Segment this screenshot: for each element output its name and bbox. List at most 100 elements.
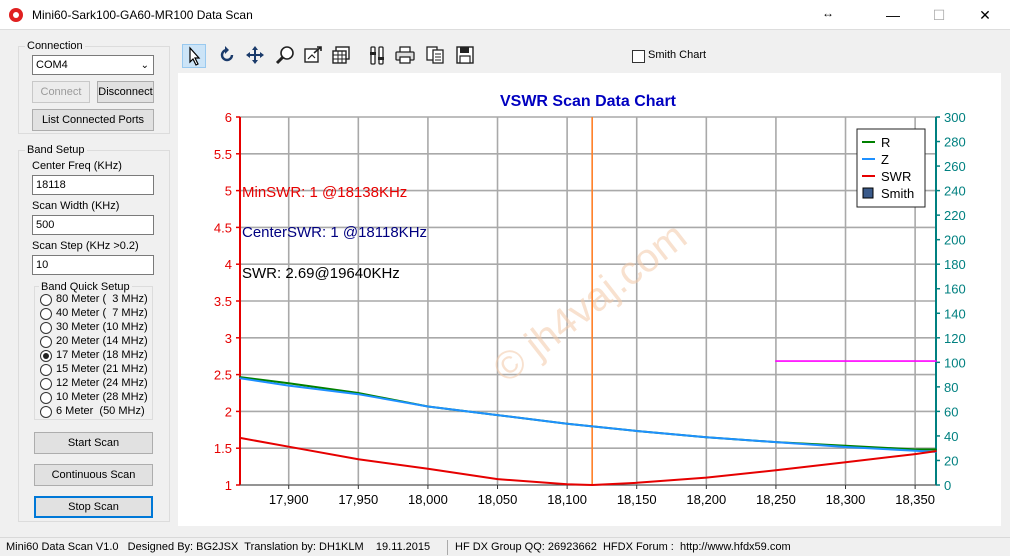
center-freq-label: Center Freq (KHz) (32, 160, 122, 172)
window-title: Mini60-Sark100-GA60-MR100 Data Scan (32, 8, 253, 22)
minimize-button[interactable]: — (886, 7, 900, 23)
x-tick-label: 18,250 (756, 492, 796, 507)
stop-scan-button[interactable]: Stop Scan (34, 496, 153, 518)
title-bar: Mini60-Sark100-GA60-MR100 Data Scan ↔ — … (0, 0, 1010, 30)
annotation-text: CenterSWR: 1 @18118KHz (242, 224, 427, 241)
status-forum: HF DX Group QQ: 26923662 HFDX Forum : ht… (455, 541, 791, 553)
data-point-z (239, 377, 241, 380)
scan-step-input[interactable]: 10 (32, 255, 154, 275)
copy-icon[interactable] (424, 44, 448, 68)
radio-dot[interactable] (40, 336, 52, 348)
save-image-icon[interactable] (302, 44, 326, 68)
print-icon[interactable] (394, 44, 418, 68)
x-tick-label: 18,300 (826, 492, 866, 507)
x-tick-label: 18,100 (547, 492, 587, 507)
radio-dot[interactable] (40, 406, 52, 418)
chart-toolbar: Smith Chart (178, 40, 1001, 72)
radio-dot[interactable] (40, 392, 52, 404)
y2-tick-label: 260 (944, 159, 966, 174)
band-quick-setup-group: Band Quick Setup (34, 281, 153, 420)
y2-tick-label: 100 (944, 355, 966, 370)
connect-button[interactable]: Connect (32, 81, 90, 103)
y-tick-label: 3.5 (214, 294, 232, 309)
continuous-scan-button[interactable]: Continuous Scan (34, 464, 153, 486)
y-tick-label: 2.5 (214, 368, 232, 383)
data-point-swr (591, 484, 593, 486)
data-table-icon[interactable] (330, 44, 354, 68)
data-point-z (566, 422, 568, 425)
data-point-z (914, 449, 916, 452)
status-bar: Mini60 Data Scan V1.0 Designed By: BG2JS… (0, 537, 1010, 556)
y2-tick-label: 160 (944, 282, 966, 297)
radio-dot[interactable] (40, 350, 52, 362)
maximize-button[interactable]: ☐ (932, 7, 946, 23)
reset-icon[interactable] (216, 44, 240, 68)
chart-title: VSWR Scan Data Chart (500, 93, 677, 110)
band-radio-label: 20 Meter (14 MHz) (56, 335, 148, 347)
radio-dot[interactable] (40, 378, 52, 390)
y2-tick-label: 240 (944, 184, 966, 199)
chevron-down-icon: ⌄ (140, 60, 149, 71)
x-tick-label: 17,900 (269, 492, 309, 507)
data-point-swr (775, 469, 777, 472)
data-point-swr (287, 445, 290, 448)
radio-dot[interactable] (40, 294, 52, 306)
radio-dot[interactable] (40, 322, 52, 334)
data-point-z (357, 393, 360, 396)
y2-tick-label: 20 (944, 453, 958, 468)
resize-icon[interactable]: ↔ (822, 6, 834, 20)
disconnect-button[interactable]: Disconnect (97, 81, 154, 103)
legend-entry: R (881, 135, 890, 150)
band-radio-label: 17 Meter (18 MHz) (56, 349, 148, 361)
data-point-z (775, 441, 777, 443)
data-point-swr (427, 468, 429, 470)
annotation-text: SWR: 2.69@19640KHz (242, 265, 400, 282)
save-icon[interactable] (454, 44, 478, 68)
series-line-z (239, 377, 937, 453)
list-ports-button[interactable]: List Connected Ports (32, 109, 154, 131)
data-point-r (935, 448, 937, 451)
y2-tick-label: 220 (944, 208, 966, 223)
y-tick-label: 1 (225, 478, 232, 493)
radio-dot[interactable] (40, 364, 52, 376)
y2-tick-label: 120 (944, 331, 966, 346)
band-quick-setup-label: Band Quick Setup (39, 281, 132, 293)
band-radio-label: 15 Meter (21 MHz) (56, 363, 148, 375)
close-button[interactable]: ✕ (979, 7, 991, 23)
data-point-swr (635, 481, 638, 484)
data-point-z (705, 436, 708, 438)
y2-tick-label: 180 (944, 257, 966, 272)
x-tick-label: 18,200 (686, 492, 726, 507)
data-point-z (496, 414, 499, 416)
scan-width-input[interactable]: 500 (32, 215, 154, 235)
legend-entry: Z (881, 152, 889, 167)
y2-tick-label: 60 (944, 404, 958, 419)
zoom-icon[interactable] (274, 44, 298, 68)
band-radio-label: 40 Meter ( 7 MHz) (56, 307, 148, 319)
radio-dot[interactable] (40, 308, 52, 320)
band-radio-label: 12 Meter (24 MHz) (56, 377, 148, 389)
data-point-swr (844, 461, 847, 463)
smith-chart-checkbox[interactable] (632, 50, 645, 63)
data-point-swr (566, 483, 568, 486)
port-select[interactable]: COM4 ⌄ (32, 55, 154, 75)
center-freq-input[interactable]: 18118 (32, 175, 154, 195)
legend-entry: Smith (881, 186, 914, 201)
pointer-icon[interactable] (182, 44, 206, 68)
start-scan-button[interactable]: Start Scan (34, 432, 153, 454)
connection-group-label: Connection (25, 40, 85, 52)
y-tick-label: 5 (225, 184, 232, 199)
legend-entry: SWR (881, 169, 911, 184)
pan-icon[interactable] (244, 44, 268, 68)
band-radio-label: 6 Meter (50 MHz) (56, 405, 145, 417)
status-credits: Mini60 Data Scan V1.0 Designed By: BG2JS… (6, 541, 431, 553)
app-icon (9, 8, 23, 22)
vswr-chart: VSWR Scan Data Chart© jh4vaj.com11.522.5… (214, 93, 966, 507)
y2-tick-label: 300 (944, 110, 966, 125)
data-point-z (427, 405, 429, 408)
data-point-swr (935, 450, 937, 452)
x-tick-label: 17,950 (338, 492, 378, 507)
settings-icon[interactable] (366, 44, 390, 68)
band-radio-label: 30 Meter (10 MHz) (56, 321, 148, 333)
data-point-swr (357, 458, 360, 461)
